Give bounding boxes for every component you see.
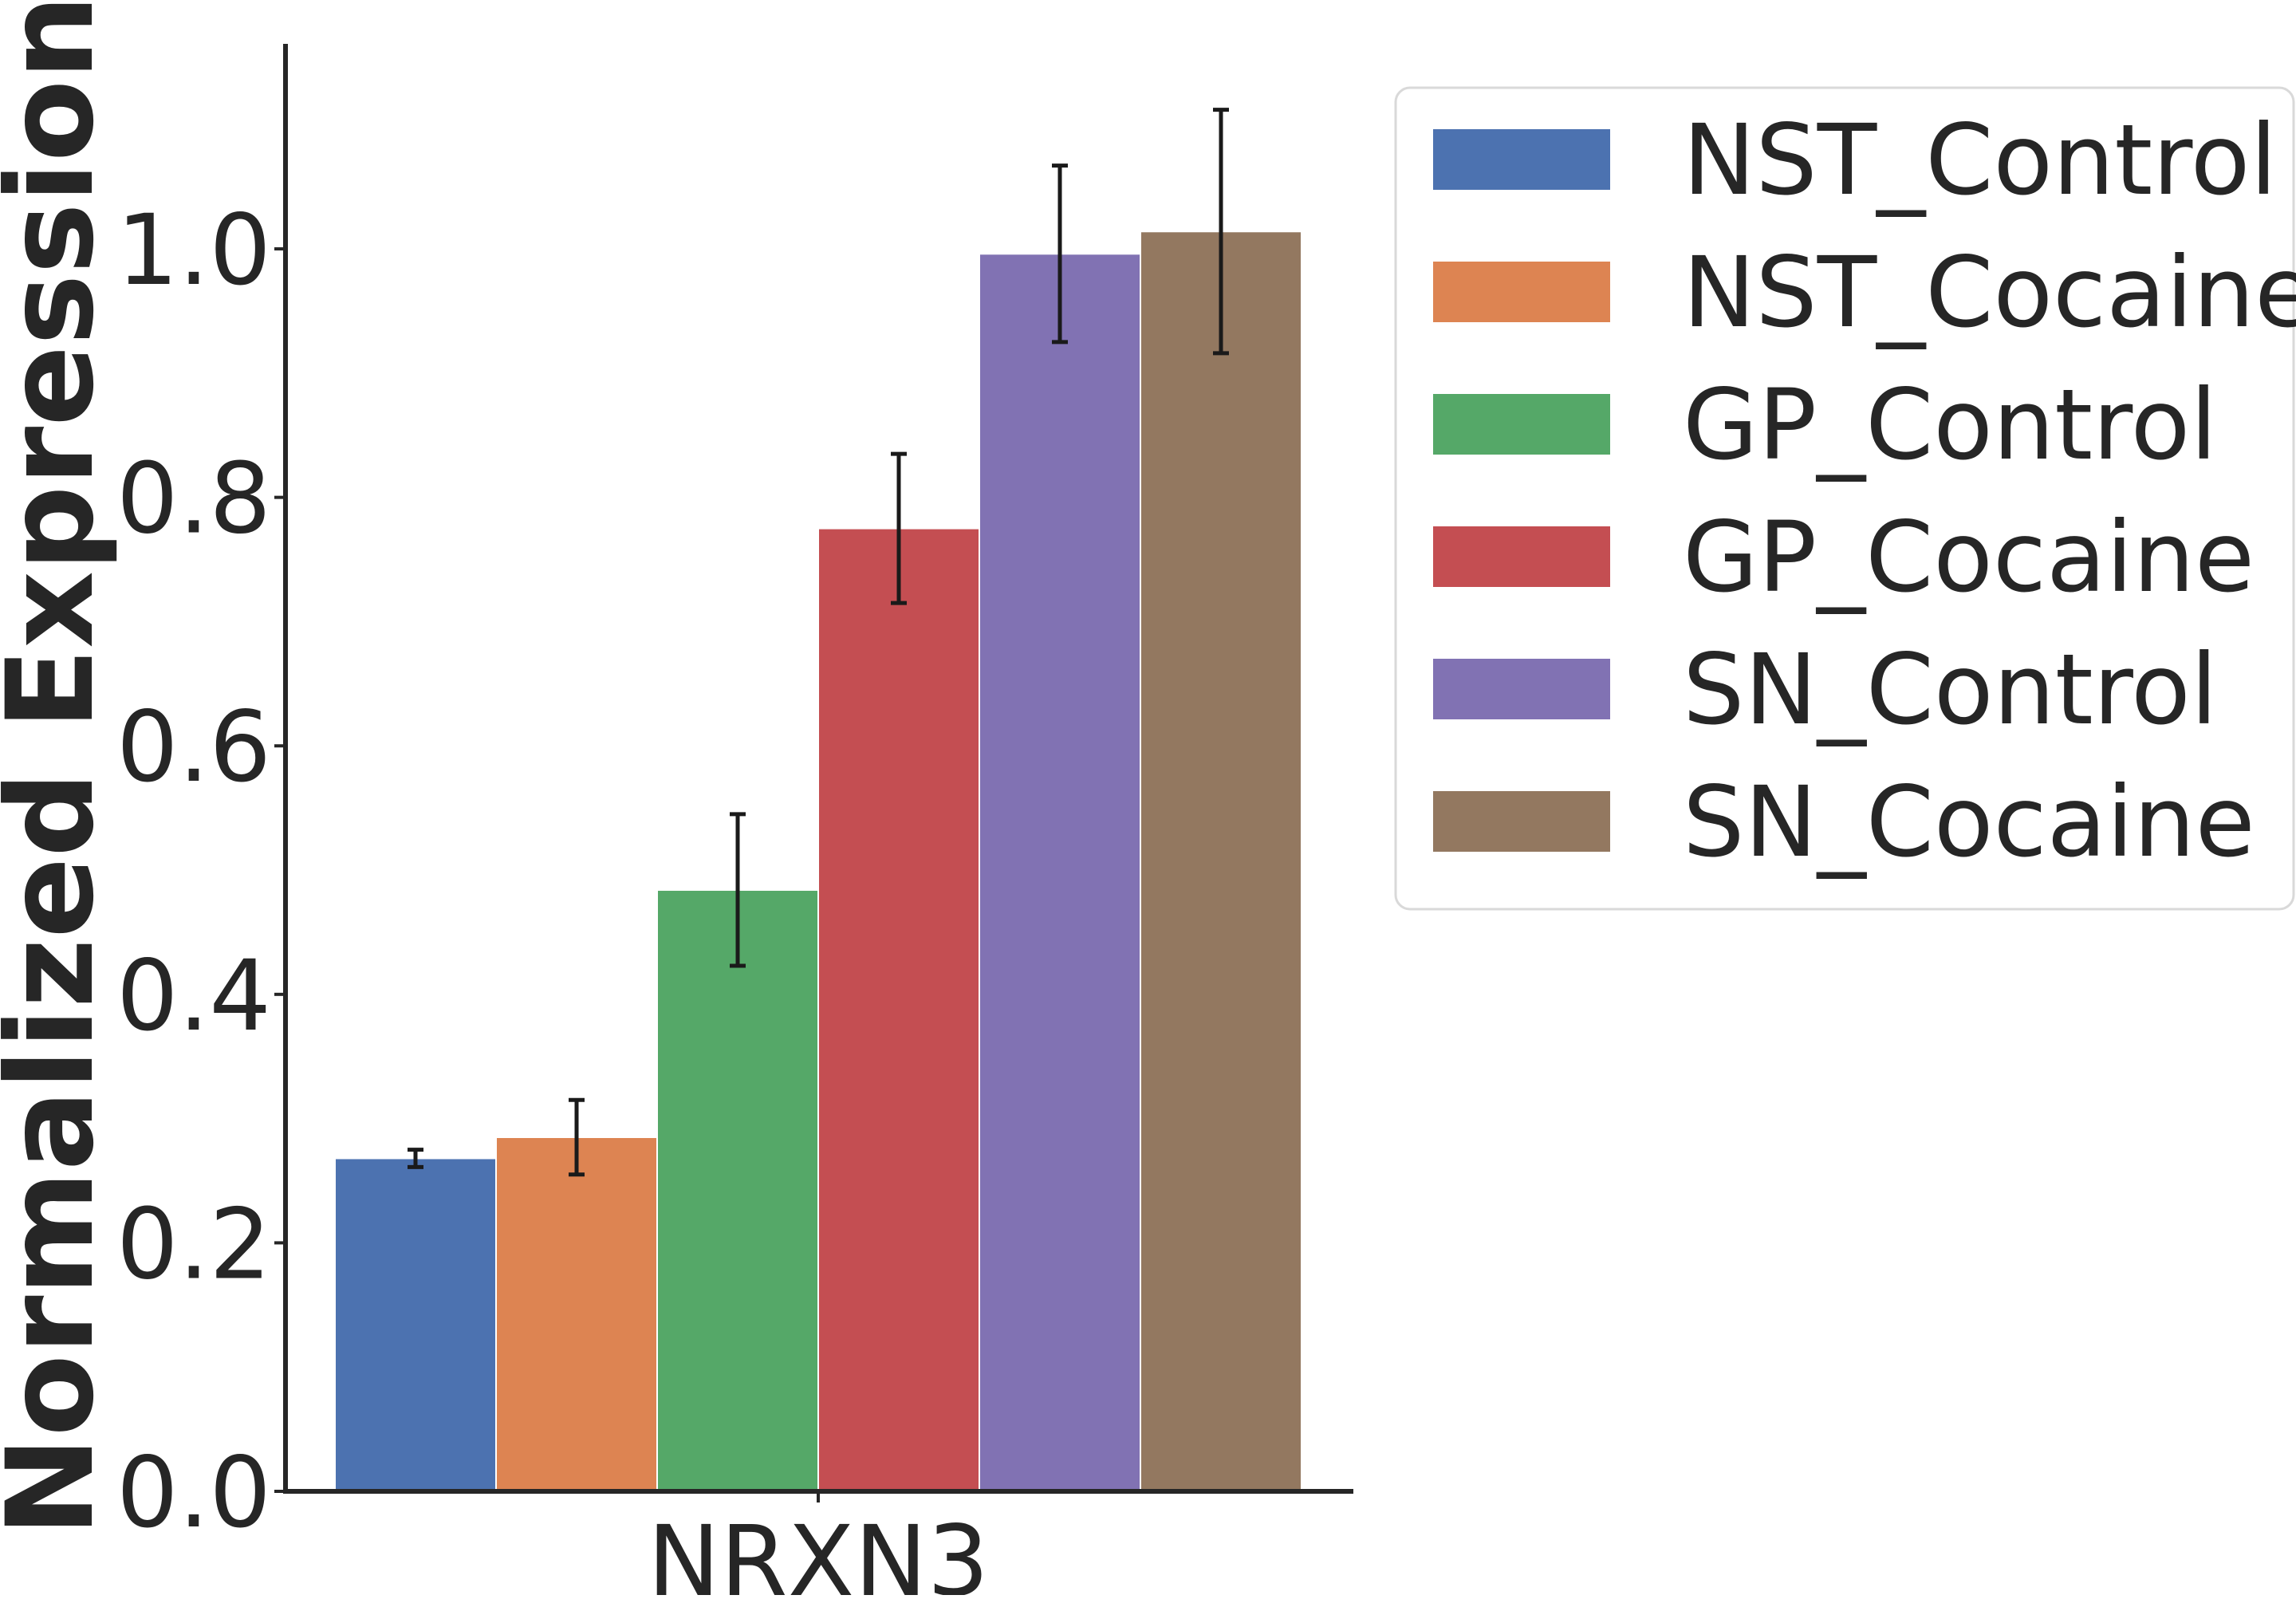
error-bars-layer [408, 108, 1229, 1177]
legend-label: NST_Cocaine [1683, 236, 2296, 349]
error-bar-sn-control [1052, 163, 1068, 345]
bar-sn-control [979, 253, 1141, 1492]
bar-sn-cocaine [1140, 230, 1302, 1493]
error-bar-nst-control [408, 1148, 423, 1169]
legend-swatch [1433, 129, 1610, 190]
bar-nst-cocaine [495, 1136, 658, 1493]
legend-frame [1394, 86, 2295, 911]
legend-item-gp-cocaine: GP_Cocaine [1433, 501, 2255, 614]
error-bar-nst-cocaine [569, 1097, 585, 1177]
bars-layer [334, 230, 1302, 1493]
error-bar-gp-control [730, 812, 746, 968]
legend-label: SN_Control [1683, 633, 2218, 746]
y-tick-label: 0.0 [116, 1436, 271, 1550]
legend-item-nst-cocaine: NST_Cocaine [1433, 236, 2296, 349]
y-tick-label: 0.8 [116, 443, 271, 556]
legend-item-sn-control: SN_Control [1433, 633, 2218, 746]
y-tick-label: 0.4 [116, 939, 271, 1053]
legend-swatch [1433, 394, 1610, 455]
legend-item-sn-cocaine: SN_Cocaine [1433, 766, 2255, 879]
legend-label: GP_Control [1683, 368, 2217, 482]
legend-swatch [1433, 262, 1610, 322]
y-tick-label: 1.0 [116, 194, 271, 307]
y-tick-label: 0.6 [116, 691, 271, 804]
bar-nst-control [334, 1157, 497, 1492]
bar-gp-cocaine [817, 527, 980, 1492]
legend-label: GP_Cocaine [1683, 501, 2255, 614]
x-tick-label: NRXN3 [648, 1505, 990, 1595]
error-bar-sn-cocaine [1213, 108, 1229, 356]
ticks-layer: 0.0 0.2 0.4 0.6 0.8 1.0 NRXN3 [116, 194, 990, 1599]
bar-gp-control [656, 888, 819, 1492]
y-axis-label: Normalized Expression [0, 0, 120, 1537]
error-bar-gp-cocaine [891, 451, 907, 605]
legend-swatch [1433, 659, 1610, 719]
legend-label: SN_Cocaine [1683, 766, 2255, 879]
legend-swatch [1433, 791, 1610, 852]
legend-item-gp-control: GP_Control [1433, 368, 2217, 482]
legend-swatch [1433, 526, 1610, 587]
legend-label: NST_Control [1683, 104, 2277, 217]
legend: NST_Control NST_Cocaine GP_Control GP_Cocai… [1394, 86, 2296, 911]
y-tick-label: 0.2 [116, 1187, 271, 1301]
legend-item-nst-control: NST_Control [1433, 104, 2277, 217]
